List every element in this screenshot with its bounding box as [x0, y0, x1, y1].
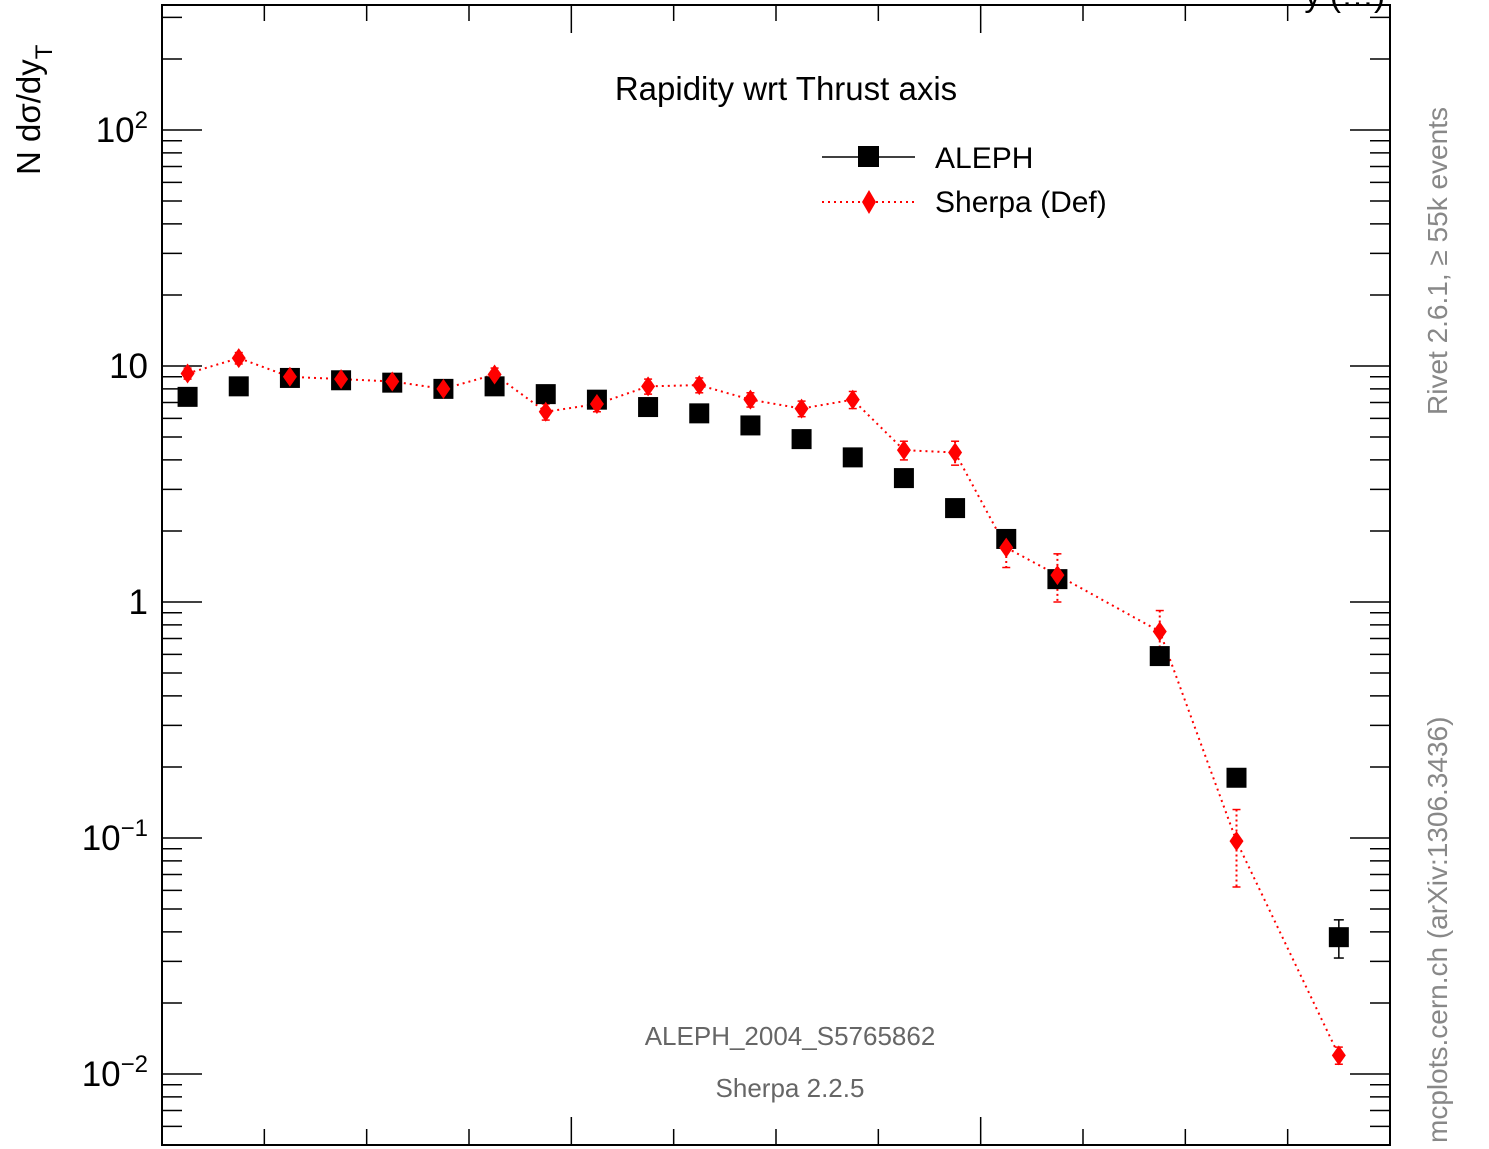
sherpa-point [1331, 1045, 1346, 1066]
legend-aleph-label: ALEPH [935, 142, 1033, 175]
y-tick-label-base: 10 [109, 347, 148, 386]
y-tick-label-base: 10 [82, 1055, 121, 1094]
sherpa-point [436, 378, 451, 399]
sherpa-point [896, 440, 911, 461]
aleph-point [689, 403, 710, 424]
plot-frame [161, 4, 1391, 1146]
side-label-mcplots: mcplots.cern.ch (arXiv:1306.3436) [1422, 717, 1453, 1143]
y-tick-label: 10−2 [82, 1051, 148, 1094]
aleph-point [177, 386, 198, 407]
y-axis-label-main: N dσ/dy [10, 59, 47, 175]
sherpa-series-line [187, 357, 1340, 1056]
y-tick-label: 1 [129, 583, 148, 622]
y-tick-label-exponent: −2 [121, 1051, 148, 1078]
aleph-point [842, 447, 863, 468]
annotation-generator: Sherpa 2.2.5 [716, 1073, 865, 1103]
y-tick-label-base: 1 [129, 583, 148, 622]
sherpa-point [948, 442, 963, 463]
sherpa-point [1152, 621, 1167, 642]
aleph-point [740, 415, 761, 436]
sherpa-point [641, 376, 656, 397]
sherpa-point [487, 364, 502, 385]
aleph-point [228, 376, 249, 397]
sherpa-point [1229, 831, 1244, 852]
y-tick-label-base: 10 [82, 819, 121, 858]
legend-aleph-marker [858, 146, 879, 167]
aleph-point [791, 429, 812, 450]
aleph-point [1226, 767, 1247, 788]
sherpa-point [180, 363, 195, 384]
sherpa-point [794, 398, 809, 419]
y-axis-label-sub: T [31, 44, 58, 59]
top-title-fragment: y (…) [1304, 0, 1385, 13]
y-tick-label-base: 10 [96, 111, 135, 150]
legend-sherpa-marker [862, 190, 876, 214]
sherpa-point [282, 366, 297, 387]
y-tick-label-exponent: 2 [135, 107, 148, 134]
side-label-rivet: Rivet 2.6.1, ≥ 55k events [1422, 107, 1453, 415]
aleph-point [893, 468, 914, 489]
sherpa-point [1050, 565, 1065, 586]
sherpa-point [845, 389, 860, 410]
aleph-point [945, 498, 966, 519]
y-tick-label-exponent: −1 [121, 815, 148, 842]
sherpa-point [538, 401, 553, 422]
chart-title: Rapidity wrt Thrust axis [615, 70, 957, 107]
sherpa-point [692, 375, 707, 396]
sherpa-point [999, 537, 1014, 558]
annotation-analysis: ALEPH_2004_S5765862 [645, 1021, 936, 1051]
sherpa-point [231, 348, 246, 369]
legend-sherpa-label: Sherpa (Def) [935, 186, 1107, 219]
y-tick-label: 10 [109, 347, 148, 386]
aleph-point [484, 376, 505, 397]
sherpa-point [334, 369, 349, 390]
sherpa-point [589, 394, 604, 415]
aleph-point [638, 397, 659, 418]
sherpa-point [743, 389, 758, 410]
text-layer: Rapidity wrt Thrust axis y (…) ALEPH She… [10, 0, 1453, 1143]
y-tick-label: 102 [96, 107, 148, 150]
aleph-point [1149, 646, 1170, 667]
y-tick-label: 10−1 [82, 815, 148, 858]
y-axis-label: N dσ/dyT [10, 44, 58, 175]
sherpa-point [385, 371, 400, 392]
aleph-point [535, 384, 556, 405]
aleph-point [1328, 927, 1349, 948]
